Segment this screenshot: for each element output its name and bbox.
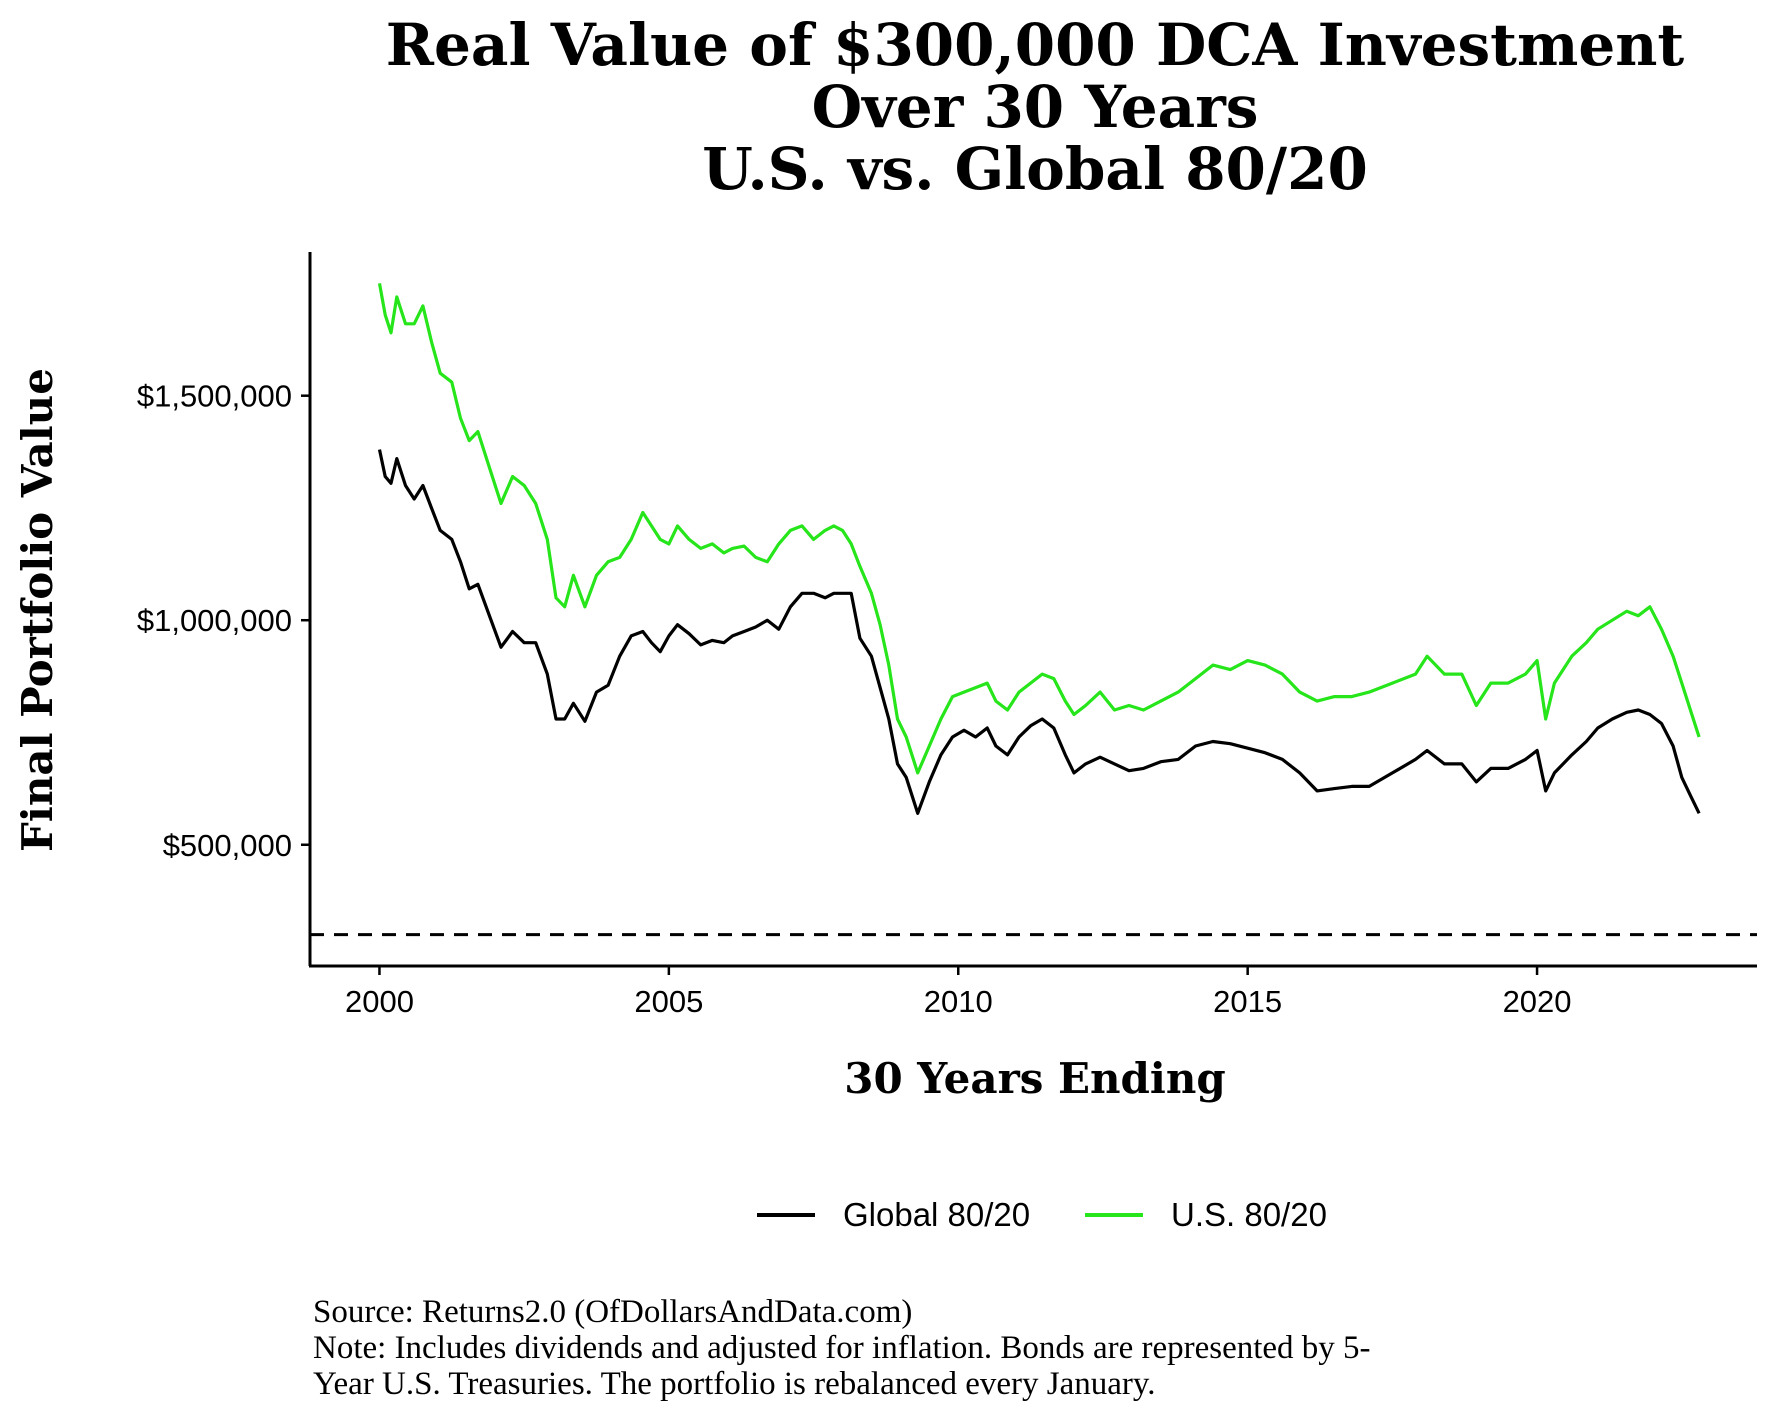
chart-title-line-3: U.S. vs. Global 80/20 [702,135,1368,203]
x-tick-label: 2005 [634,984,703,1019]
series-line-global-80-20 [377,449,1701,815]
x-tick-label: 2020 [1503,984,1572,1019]
chart-title: Real Value of $300,000 DCA Investment Ov… [386,11,1685,203]
series-line-u-s-80-20 [377,283,1701,775]
x-axis-ticks: 2000 2005 2010 2015 2020 [345,966,1572,1019]
x-tick-label: 2015 [1213,984,1282,1019]
x-axis-title: 30 Years Ending [844,1054,1226,1103]
legend-label-global: Global 80/20 [843,1196,1030,1233]
caption: Source: Returns2.0 (OfDollarsAndData.com… [313,1294,1371,1402]
legend-label-us: U.S. 80/20 [1171,1196,1327,1233]
note-line-1: Note: Includes dividends and adjusted fo… [313,1330,1371,1366]
series-layer [377,283,1701,815]
chart-title-line-1: Real Value of $300,000 DCA Investment [386,11,1685,79]
note-line-2: Year U.S. Treasuries. The portfolio is r… [313,1366,1156,1402]
x-tick-label: 2000 [345,984,414,1019]
y-axis-ticks: $500,000 $1,000,000 $1,500,000 [137,379,310,863]
y-tick-label: $1,000,000 [137,603,292,638]
source-note: Source: Returns2.0 (OfDollarsAndData.com… [313,1294,912,1330]
x-tick-label: 2010 [924,984,993,1019]
y-axis-title: Final Portfolio Value [13,368,62,852]
y-tick-label: $500,000 [163,828,292,863]
chart-title-line-2: Over 30 Years [812,73,1259,141]
legend: Global 80/20 U.S. 80/20 [757,1196,1327,1233]
y-tick-label: $1,500,000 [137,379,292,414]
